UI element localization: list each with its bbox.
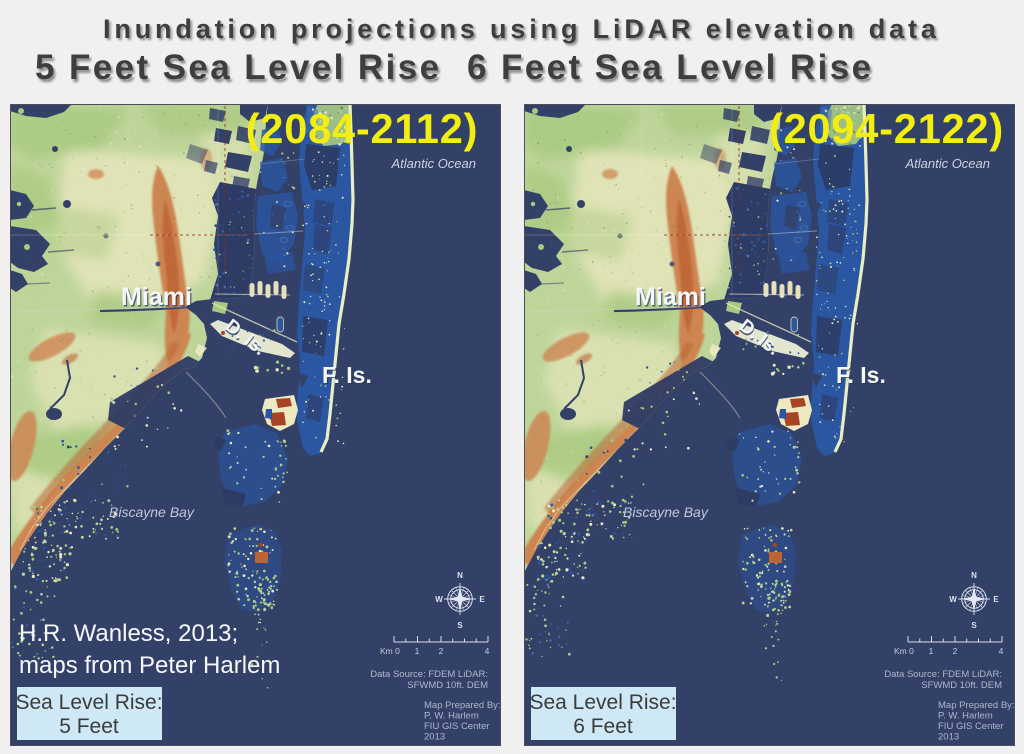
svg-text:P. W. Harlem: P. W. Harlem [938,711,993,722]
svg-text:SFWMD 10ft. DEM: SFWMD 10ft. DEM [407,680,488,691]
svg-text:H.R. Wanless, 2013;: H.R. Wanless, 2013; [19,620,238,647]
svg-text:Miami: Miami [635,283,706,311]
svg-text:FIU GIS Center: FIU GIS Center [938,721,1003,732]
svg-text:Atlantic Ocean: Atlantic Ocean [390,156,476,171]
svg-text:2013: 2013 [938,732,959,743]
svg-text:FIU GIS Center: FIU GIS Center [424,721,489,732]
svg-text:(2094-2122): (2094-2122) [769,105,1004,152]
svg-text:5 Feet: 5 Feet [59,715,119,738]
svg-text:E: E [479,595,485,604]
svg-text:Km 0: Km 0 [380,646,400,656]
svg-text:F. Is.: F. Is. [836,362,886,388]
svg-text:4: 4 [485,646,490,656]
svg-text:S: S [971,621,977,630]
svg-text:E: E [993,595,999,604]
svg-text:P. W. Harlem: P. W. Harlem [424,711,479,722]
svg-text:Miami: Miami [636,284,707,312]
svg-text:F. Is.: F. Is. [837,363,887,389]
svg-text:Km 0: Km 0 [894,646,914,656]
svg-text:F. Is.: F. Is. [323,363,373,389]
svg-text:maps from Peter Harlem: maps from Peter Harlem [19,652,280,679]
svg-text:1: 1 [929,646,934,656]
svg-text:2: 2 [439,646,444,656]
svg-text:Data Source: FDEM LiDAR:: Data Source: FDEM LiDAR: [370,669,488,680]
svg-text:Data Source: FDEM LiDAR:: Data Source: FDEM LiDAR: [884,669,1002,680]
svg-text:Sea Level Rise:: Sea Level Rise: [529,691,676,714]
svg-text:2: 2 [953,646,958,656]
svg-text:Miami: Miami [122,284,193,312]
svg-text:S: S [457,621,463,630]
svg-text:F. Is.: F. Is. [322,362,372,388]
svg-text:2013: 2013 [424,732,445,743]
svg-text:4: 4 [999,646,1004,656]
svg-text:W: W [949,595,957,604]
svg-text:Miami: Miami [121,283,192,311]
svg-text:Biscayne Bay: Biscayne Bay [109,504,195,520]
svg-text:N: N [971,571,977,580]
svg-text:1: 1 [415,646,420,656]
svg-text:Sea Level Rise:: Sea Level Rise: [15,691,162,714]
svg-text:(2084-2112): (2084-2112) [246,105,479,152]
svg-text:SFWMD 10ft. DEM: SFWMD 10ft. DEM [921,680,1002,691]
svg-text:Map Prepared By:: Map Prepared By: [424,700,501,711]
svg-text:W: W [435,595,443,604]
svg-text:6 Feet: 6 Feet [573,715,633,738]
svg-text:Atlantic Ocean: Atlantic Ocean [904,156,990,171]
svg-text:Biscayne Bay: Biscayne Bay [623,504,709,520]
svg-text:N: N [457,571,463,580]
svg-text:Map Prepared By:: Map Prepared By: [938,700,1015,711]
